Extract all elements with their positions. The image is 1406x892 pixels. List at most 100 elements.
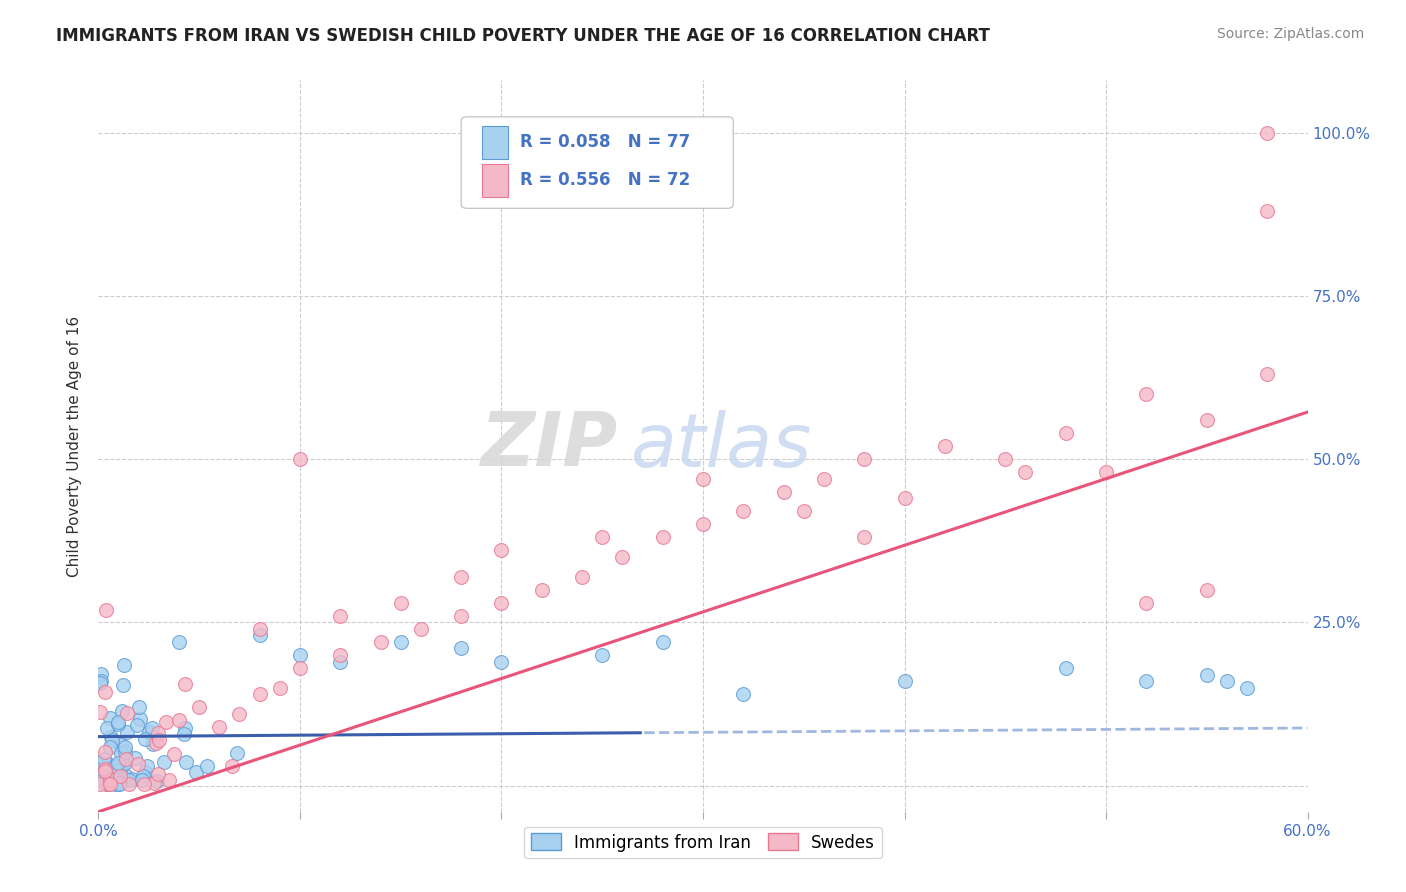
Point (94, 764, 117, 779)
Point (167, 714, 190, 728)
Point (893, 674, 915, 689)
Point (491, 655, 513, 669)
Point (1195, 413, 1218, 427)
Point (1135, 674, 1157, 689)
Point (114, 745, 136, 759)
Point (101, 733, 124, 747)
Point (142, 776, 165, 790)
Point (118, 777, 141, 791)
Point (651, 530, 673, 544)
Point (96, 721, 118, 735)
Point (651, 635, 673, 649)
Point (89, 705, 111, 719)
Text: atlas: atlas (630, 410, 811, 482)
Point (370, 635, 392, 649)
Point (591, 648, 613, 662)
Point (107, 716, 129, 731)
Point (94, 763, 117, 777)
Point (195, 759, 218, 773)
FancyBboxPatch shape (461, 117, 734, 209)
Point (97, 757, 120, 772)
Point (772, 484, 794, 499)
Point (389, 596, 412, 610)
Point (167, 635, 190, 649)
Point (104, 758, 127, 772)
Point (409, 622, 432, 636)
Point (142, 737, 165, 751)
Point (97, 777, 120, 791)
Point (184, 764, 207, 779)
Point (530, 582, 553, 597)
Point (94, 685, 117, 699)
Point (612, 549, 634, 564)
Point (155, 714, 177, 729)
Point (94, 777, 117, 791)
Point (249, 622, 271, 636)
Text: R = 0.556   N = 72: R = 0.556 N = 72 (520, 171, 690, 189)
Point (491, 596, 513, 610)
Point (174, 722, 197, 736)
Point (138, 724, 160, 739)
Point (1236, 681, 1258, 695)
Point (288, 661, 311, 675)
Point (733, 504, 755, 518)
Point (110, 738, 132, 752)
Point (114, 739, 136, 754)
Point (108, 769, 131, 783)
Point (1195, 582, 1218, 597)
Point (89, 676, 111, 690)
Point (1095, 465, 1118, 479)
Point (136, 759, 159, 773)
Point (146, 773, 169, 788)
Point (1054, 661, 1077, 675)
Point (249, 687, 271, 701)
Point (1054, 425, 1077, 440)
Point (994, 452, 1017, 467)
Text: R = 0.058   N = 77: R = 0.058 N = 77 (520, 134, 690, 152)
Point (134, 765, 156, 780)
Point (96, 773, 118, 788)
Point (853, 530, 876, 544)
Point (90, 674, 112, 689)
FancyBboxPatch shape (482, 126, 509, 159)
Point (110, 776, 132, 790)
Point (288, 648, 311, 662)
Point (111, 704, 134, 718)
Point (107, 756, 129, 771)
Point (103, 763, 125, 777)
Point (1256, 126, 1278, 140)
Point (128, 713, 150, 727)
Point (793, 504, 815, 518)
Point (853, 452, 876, 467)
Point (145, 736, 167, 750)
Point (112, 658, 135, 673)
Point (591, 530, 613, 544)
Point (89, 777, 111, 791)
Point (96, 602, 118, 616)
Point (148, 732, 170, 747)
Point (111, 678, 134, 692)
Point (121, 772, 143, 786)
Point (124, 750, 146, 764)
Point (132, 769, 155, 783)
Point (1135, 386, 1157, 401)
Point (163, 747, 186, 761)
Point (148, 767, 170, 781)
Point (1014, 465, 1036, 479)
Point (115, 769, 138, 783)
Point (221, 758, 243, 772)
Point (450, 569, 472, 583)
Point (112, 756, 135, 770)
Point (153, 756, 176, 770)
Point (90, 666, 112, 681)
Point (157, 772, 180, 787)
Point (117, 706, 139, 721)
Point (491, 543, 513, 558)
Point (288, 452, 311, 467)
Point (90, 756, 112, 771)
Point (114, 756, 136, 771)
Y-axis label: Child Poverty Under the Age of 16: Child Poverty Under the Age of 16 (67, 316, 83, 576)
Point (692, 472, 714, 486)
Point (104, 765, 127, 780)
Point (269, 681, 291, 695)
